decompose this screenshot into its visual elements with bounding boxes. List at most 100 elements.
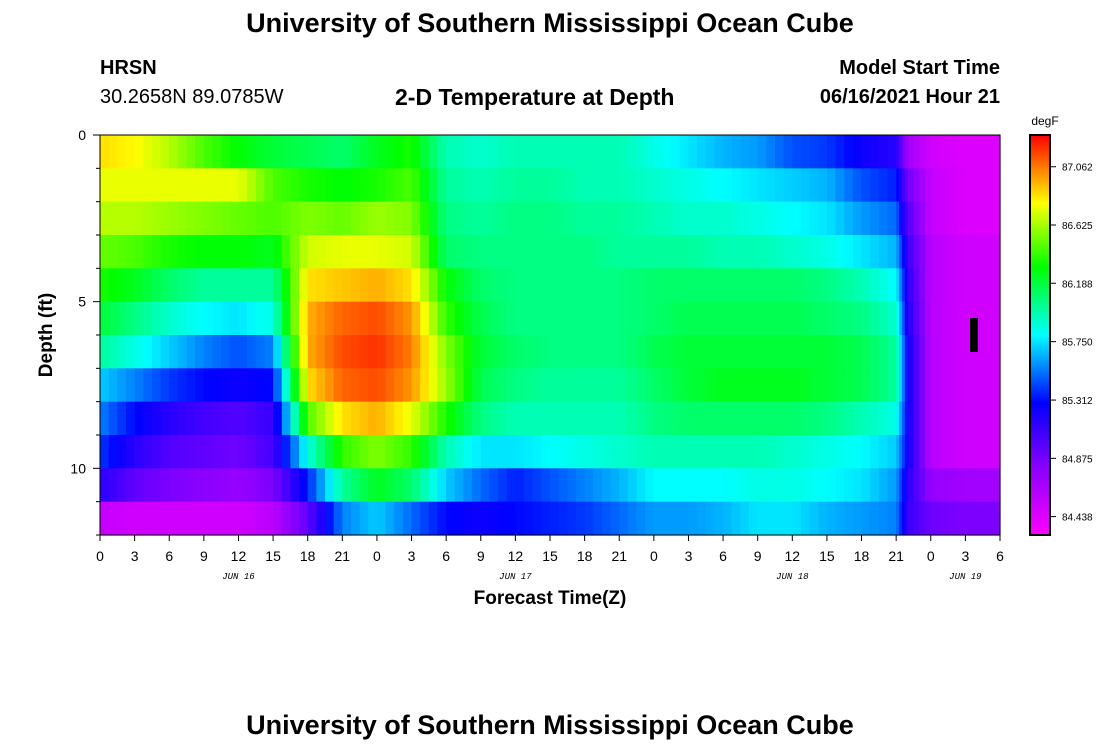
- heatmap-cell: [515, 301, 525, 336]
- heatmap-cell: [939, 401, 949, 436]
- heatmap-cell: [255, 301, 266, 336]
- heatmap-cell: [887, 235, 897, 269]
- heatmap-cell: [740, 168, 750, 203]
- heatmap-cell: [688, 468, 698, 503]
- heatmap-cell: [125, 435, 136, 469]
- heatmap-cell: [861, 401, 871, 436]
- heatmap-cell: [948, 368, 958, 403]
- station-name: HRSN: [100, 57, 157, 79]
- heatmap-cell: [775, 168, 785, 203]
- heatmap-cell: [368, 301, 378, 336]
- heatmap-cell: [800, 401, 811, 436]
- heatmap-cell: [247, 335, 257, 369]
- heatmap-cell: [558, 135, 568, 169]
- heatmap-cell: [731, 401, 741, 436]
- heatmap-cell: [575, 501, 586, 536]
- heatmap-cell: [662, 501, 672, 536]
- heatmap-cell: [896, 368, 900, 403]
- heatmap-cell: [844, 301, 854, 336]
- heatmap-cell: [619, 368, 629, 403]
- heatmap-cell: [925, 435, 932, 469]
- heatmap-cell: [749, 335, 759, 369]
- heatmap-cell: [454, 268, 465, 303]
- heatmap-cell: [281, 135, 291, 169]
- heatmap-cell: [878, 235, 889, 269]
- heatmap-cell: [818, 301, 828, 336]
- heatmap-cell: [913, 435, 920, 469]
- heatmap-cell: [567, 435, 577, 469]
- heatmap-cell: [221, 401, 231, 436]
- heatmap-cell: [653, 201, 664, 236]
- heatmap-cell: [610, 468, 620, 503]
- heatmap-cell: [221, 201, 231, 236]
- heatmap-cell: [247, 235, 257, 269]
- heatmap-cell: [870, 368, 880, 403]
- heatmap-cell: [307, 168, 317, 203]
- heatmap-cell: [593, 468, 603, 503]
- heatmap-cell: [766, 368, 776, 403]
- heatmap-cell: [420, 268, 430, 303]
- heatmap-cell: [480, 135, 491, 169]
- heatmap-cell: [619, 335, 629, 369]
- heatmap-cell: [766, 201, 776, 236]
- heatmap-cell: [428, 135, 439, 169]
- heatmap-cell: [247, 301, 257, 336]
- heatmap-cell: [705, 268, 716, 303]
- heatmap-cell: [437, 468, 447, 503]
- heatmap-cell: [567, 335, 577, 369]
- heatmap-cell: [368, 201, 378, 236]
- heatmap-cell: [775, 201, 785, 236]
- heatmap-cell: [299, 468, 309, 503]
- heatmap-cell: [247, 368, 257, 403]
- heatmap-cell: [376, 301, 387, 336]
- heatmap-cell: [861, 435, 871, 469]
- heatmap-cell: [350, 135, 361, 169]
- heatmap-cell: [896, 135, 900, 169]
- heatmap-cell: [454, 235, 465, 269]
- heatmap-cell: [100, 168, 110, 203]
- heatmap-cell: [818, 468, 828, 503]
- heatmap-cell: [619, 468, 629, 503]
- heatmap-cell: [636, 135, 646, 169]
- heatmap-cell: [766, 168, 776, 203]
- heatmap-cell: [775, 335, 785, 369]
- heatmap-cell: [901, 368, 906, 403]
- heatmap-cell: [186, 368, 196, 403]
- heatmap-cell: [125, 135, 136, 169]
- heatmap-cell: [904, 368, 909, 403]
- heatmap-cell: [901, 135, 906, 169]
- heatmap-cell: [899, 168, 903, 203]
- heatmap-cell: [852, 501, 863, 536]
- heatmap-cell: [870, 268, 880, 303]
- date-label: JUN 19: [949, 572, 982, 582]
- heatmap-cell: [195, 401, 205, 436]
- heatmap-cell: [169, 268, 179, 303]
- heatmap-cell: [818, 368, 828, 403]
- heatmap-cell: [697, 268, 707, 303]
- heatmap-cell: [134, 135, 144, 169]
- heatmap-cell: [299, 435, 309, 469]
- heatmap-cell: [281, 235, 291, 269]
- heatmap-cell: [195, 168, 205, 203]
- heatmap-cell: [653, 235, 664, 269]
- heatmap-cell: [368, 468, 378, 503]
- heatmap-cell: [333, 335, 343, 369]
- heatmap-cell: [169, 368, 179, 403]
- heatmap-cell: [558, 435, 568, 469]
- heatmap-cell: [925, 168, 932, 203]
- heatmap-cell: [636, 168, 646, 203]
- footer-title: University of Southern Mississippi Ocean…: [246, 710, 854, 740]
- heatmap-cell: [645, 335, 655, 369]
- heatmap-cell: [671, 235, 681, 269]
- heatmap-cell: [151, 335, 162, 369]
- heatmap-cell: [376, 468, 387, 503]
- heatmap-cell: [925, 468, 932, 503]
- heatmap-cell: [437, 135, 447, 169]
- heatmap-cell: [255, 401, 266, 436]
- heatmap-cell: [247, 435, 257, 469]
- heatmap-cell: [610, 501, 620, 536]
- heatmap-cell: [273, 368, 283, 403]
- heatmap-cell: [281, 368, 291, 403]
- heatmap-cell: [428, 268, 439, 303]
- heatmap-cell: [281, 168, 291, 203]
